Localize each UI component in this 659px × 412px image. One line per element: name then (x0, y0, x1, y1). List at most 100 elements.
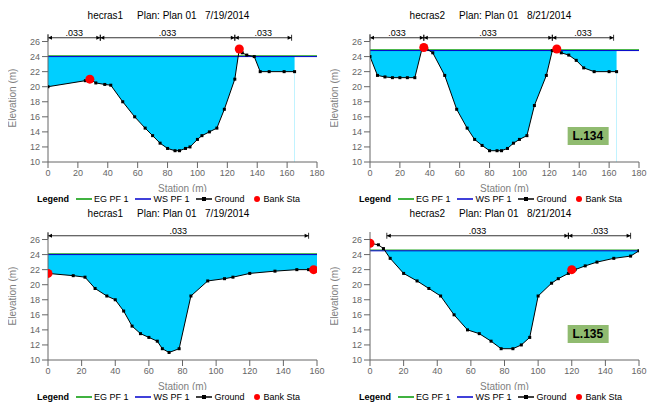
svg-text:60: 60 (455, 168, 465, 178)
svg-text:20: 20 (73, 168, 83, 178)
html-text:Legend: Legend (36, 194, 69, 204)
svg-text:160: 160 (631, 366, 646, 376)
html-text:L.134: L.134 (572, 129, 604, 144)
svg-text:Station (m): Station (m) (158, 183, 207, 192)
svg-text:60: 60 (466, 366, 476, 376)
html-text:L.135: L.135 (572, 327, 604, 342)
svg-text:100: 100 (190, 168, 205, 178)
svg-text:180: 180 (309, 168, 324, 178)
svg-text:14: 14 (30, 325, 40, 335)
html-text:hecras1 Plan: Plan 01 7/19/201: hecras1 Plan: Plan 01 7/19/2014 (87, 10, 250, 21)
svg-text:10: 10 (30, 355, 40, 365)
svg-text:160: 160 (602, 168, 617, 178)
svg-text:160: 160 (280, 168, 295, 178)
svg-text:18: 18 (352, 97, 362, 107)
html-text:hecras2 Plan: Plan 01 8/21/201: hecras2 Plan: Plan 01 8/21/2014 (409, 208, 572, 219)
svg-text:160: 160 (309, 366, 324, 376)
svg-text:140: 140 (250, 168, 265, 178)
svg-text:140: 140 (276, 366, 291, 376)
svg-text:.033: .033 (574, 28, 592, 38)
svg-text:100: 100 (531, 366, 546, 376)
svg-text:40: 40 (432, 366, 442, 376)
svg-text:.033: .033 (170, 226, 188, 236)
svg-text:18: 18 (352, 295, 362, 305)
svg-text:20: 20 (30, 82, 40, 92)
svg-text:22: 22 (352, 265, 362, 275)
svg-text:80: 80 (177, 366, 187, 376)
svg-text:.033: .033 (254, 28, 272, 38)
svg-text:22: 22 (30, 67, 40, 77)
html-text:hecras1 Plan: Plan 01 7/19/201: hecras1 Plan: Plan 01 7/19/2014 (87, 208, 250, 219)
svg-text:16: 16 (352, 310, 362, 320)
svg-text:0: 0 (45, 366, 50, 376)
svg-text:20: 20 (77, 366, 87, 376)
svg-text:Elevation (m): Elevation (m) (330, 267, 340, 326)
svg-text:.033: .033 (388, 28, 406, 38)
svg-text:Elevation (m): Elevation (m) (330, 69, 340, 128)
svg-text:.033: .033 (479, 28, 497, 38)
svg-text:.033: .033 (65, 28, 83, 38)
svg-text:120: 120 (542, 168, 557, 178)
svg-text:20: 20 (352, 82, 362, 92)
svg-text:10: 10 (352, 355, 362, 365)
svg-text:100: 100 (512, 168, 527, 178)
svg-text:.033: .033 (159, 28, 177, 38)
svg-text:20: 20 (30, 280, 40, 290)
svg-text:18: 18 (30, 295, 40, 305)
svg-text:60: 60 (133, 168, 143, 178)
svg-text:20: 20 (352, 280, 362, 290)
svg-text:14: 14 (352, 325, 362, 335)
svg-text:26: 26 (352, 37, 362, 47)
svg-text:12: 12 (30, 142, 40, 152)
svg-text:.033: .033 (469, 226, 487, 236)
svg-text:40: 40 (103, 168, 113, 178)
svg-text:140: 140 (598, 366, 613, 376)
svg-text:14: 14 (352, 127, 362, 137)
svg-text:16: 16 (352, 112, 362, 122)
svg-text:Station (m): Station (m) (158, 381, 207, 390)
svg-text:140: 140 (572, 168, 587, 178)
svg-text:Elevation (m): Elevation (m) (8, 69, 18, 128)
html-text:WS PF 1: WS PF 1 (153, 194, 190, 204)
svg-text:Station (m): Station (m) (480, 183, 529, 192)
svg-text:12: 12 (352, 340, 362, 350)
html-text:EG PF 1: EG PF 1 (94, 194, 129, 204)
svg-text:24: 24 (352, 250, 362, 260)
svg-text:10: 10 (30, 157, 40, 167)
svg-text:0: 0 (367, 168, 372, 178)
svg-text:120: 120 (220, 168, 235, 178)
svg-text:Elevation (m): Elevation (m) (8, 267, 18, 326)
svg-text:120: 120 (564, 366, 579, 376)
svg-text:26: 26 (352, 235, 362, 245)
svg-text:100: 100 (209, 366, 224, 376)
svg-text:180: 180 (631, 168, 646, 178)
svg-text:.033: .033 (591, 226, 609, 236)
svg-text:24: 24 (352, 52, 362, 62)
svg-text:16: 16 (30, 310, 40, 320)
svg-text:10: 10 (352, 157, 362, 167)
svg-text:26: 26 (30, 37, 40, 47)
svg-text:80: 80 (485, 168, 495, 178)
svg-text:24: 24 (30, 52, 40, 62)
svg-text:80: 80 (499, 366, 509, 376)
svg-text:22: 22 (30, 265, 40, 275)
svg-text:24: 24 (30, 250, 40, 260)
svg-text:80: 80 (163, 168, 173, 178)
svg-text:40: 40 (110, 366, 120, 376)
svg-text:18: 18 (30, 97, 40, 107)
html-text:hecras2 Plan: Plan 01 8/21/201: hecras2 Plan: Plan 01 8/21/2014 (409, 10, 572, 21)
svg-text:26: 26 (30, 235, 40, 245)
svg-text:0: 0 (367, 366, 372, 376)
svg-text:0: 0 (45, 168, 50, 178)
svg-text:20: 20 (399, 366, 409, 376)
svg-text:14: 14 (30, 127, 40, 137)
svg-text:12: 12 (30, 340, 40, 350)
svg-text:40: 40 (425, 168, 435, 178)
svg-text:22: 22 (352, 67, 362, 77)
svg-text:Station (m): Station (m) (480, 381, 529, 390)
svg-text:120: 120 (242, 366, 257, 376)
svg-text:12: 12 (352, 142, 362, 152)
svg-text:16: 16 (30, 112, 40, 122)
svg-text:20: 20 (395, 168, 405, 178)
svg-text:60: 60 (144, 366, 154, 376)
